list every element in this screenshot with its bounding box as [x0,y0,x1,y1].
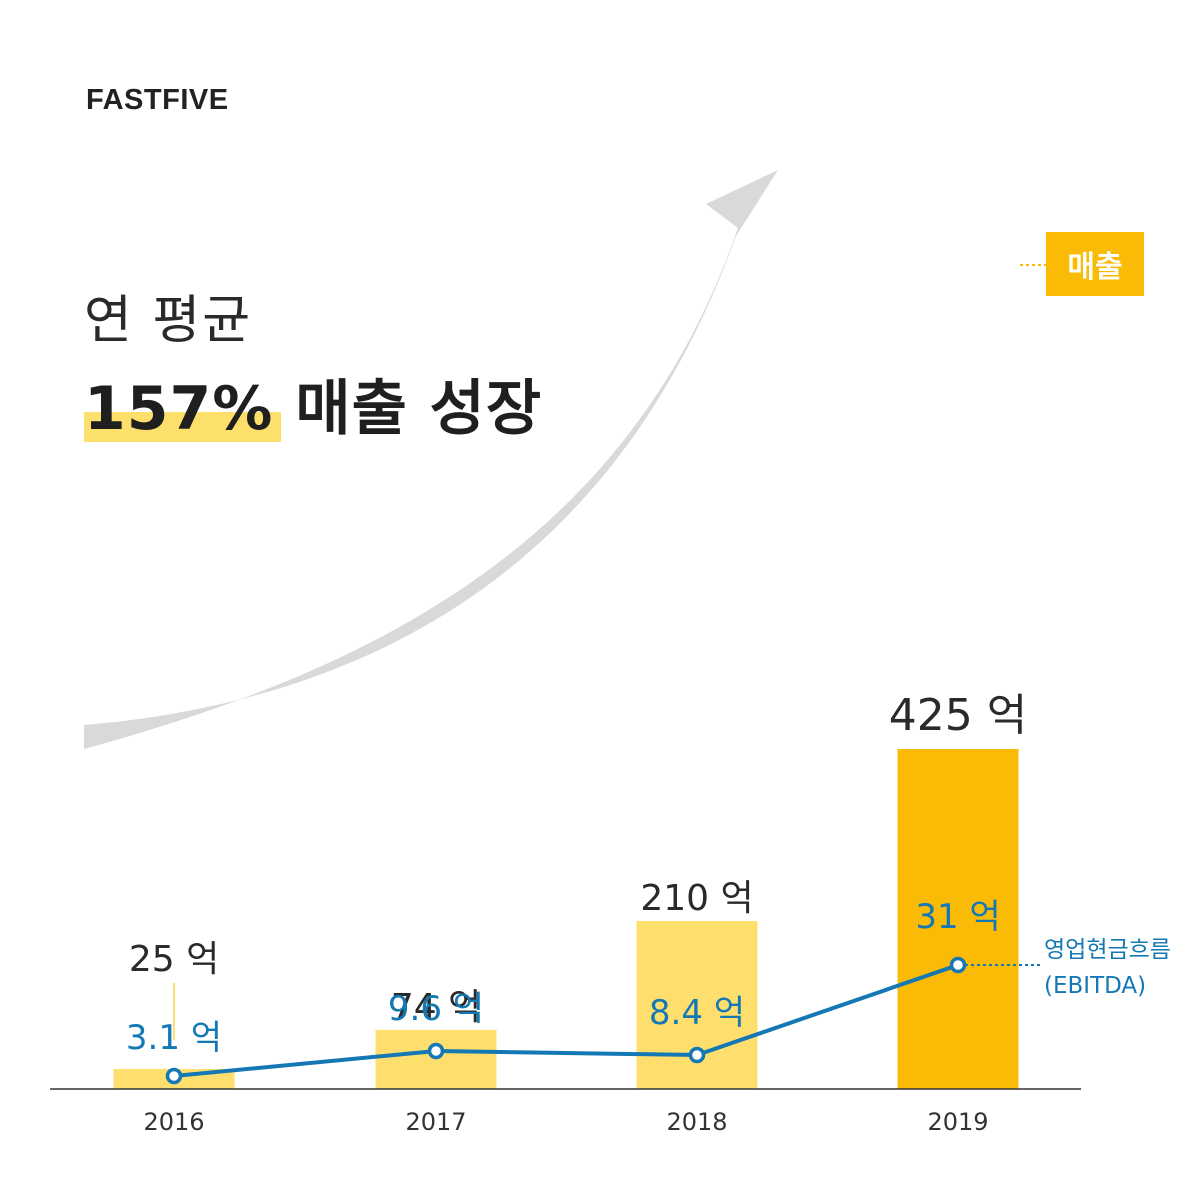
ebitda-point-2016 [165,1067,183,1085]
legend-ebitda-line1: 영업현금흐름 [1044,937,1171,963]
headline-title: 157% 매출 성장 [84,360,542,447]
legend-ebitda-line2: (EBITDA) [1044,973,1147,999]
x-tick-2017: 2017 [405,1108,467,1136]
legend-revenue: 매출 [1046,232,1144,296]
x-tick-2019: 2019 [927,1108,989,1136]
ebitda-label-2016: 3.1 억 [125,1018,223,1058]
ebitda-line [173,963,959,1078]
x-tick-2016: 2016 [143,1108,205,1136]
ebitda-point-2019 [949,956,967,974]
bar-label-2019: 425 억 [888,690,1028,741]
headline-highlight: 157% [84,374,274,444]
growth-arrow-icon [84,170,778,749]
bar-2017 [375,1029,497,1089]
ebitda-point-2017 [427,1042,445,1060]
x-tick-2018: 2018 [666,1108,728,1136]
ebitda-point-2018 [688,1046,706,1064]
headline-subtitle: 연 평균 [84,291,253,351]
bar-2019 [897,749,1019,1089]
ebitda-label-2017: 9.6 억 [387,989,485,1029]
ebitda-label-2019: 31 억 [915,897,1001,937]
brand-logo: FASTFIVE [86,84,229,116]
bar-label-2016: 25 억 [128,939,220,980]
bar-label-2017: 74 억 [390,986,482,1028]
legend-ebitda: 영업현금흐름 (EBITDA) [1044,932,1171,1004]
ebitda-label-2018: 8.4 억 [648,993,746,1033]
headline-rest: 매출 성장 [295,374,543,444]
bar-label-2018: 210 억 [640,878,754,919]
